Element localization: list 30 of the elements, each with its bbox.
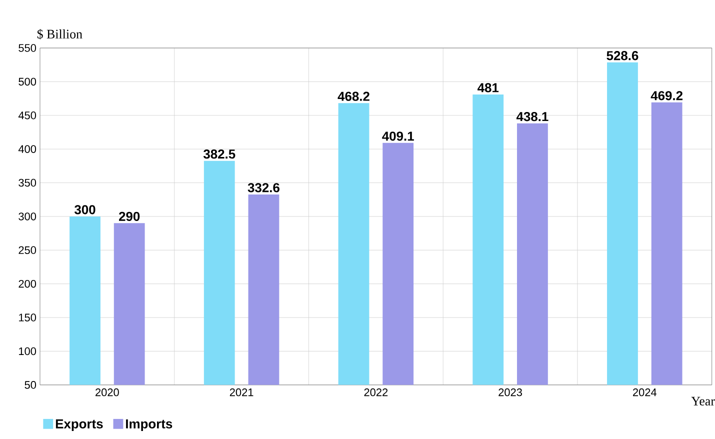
y-tick-label: 200 xyxy=(18,280,36,288)
data-label: 469.2 xyxy=(650,91,683,100)
x-tick-label: 2023 xyxy=(498,388,522,396)
data-label: 528.6 xyxy=(606,51,638,60)
y-tick-label: 150 xyxy=(19,314,36,322)
data-label: 382.5 xyxy=(203,150,236,159)
x-tick-label: 2022 xyxy=(364,388,388,396)
x-tick-label: 2020 xyxy=(96,388,119,396)
y-tick-label: 400 xyxy=(18,145,36,153)
data-label: 332.6 xyxy=(248,183,280,192)
data-label: 290 xyxy=(119,212,140,222)
y-tick-label: 50 xyxy=(24,381,36,389)
x-tick-label: 2024 xyxy=(633,388,657,396)
x-tick-label: 2021 xyxy=(230,388,254,396)
data-label: 409.1 xyxy=(382,132,414,141)
y-tick-label: 250 xyxy=(18,246,36,254)
data-label: 300 xyxy=(74,205,96,214)
y-tick-label: 350 xyxy=(18,178,36,187)
y-tick-label: 300 xyxy=(18,212,36,220)
data-label: 438.1 xyxy=(516,112,548,122)
legend-label: Imports xyxy=(126,419,172,432)
y-tick-label: 100 xyxy=(19,347,36,356)
legend-label: Exports xyxy=(56,419,103,432)
data-label: 468.2 xyxy=(338,92,370,101)
data-label: 481 xyxy=(478,83,499,92)
y-tick-label: 450 xyxy=(18,112,36,120)
y-axis-title: $ Billion xyxy=(37,29,82,40)
x-axis-title: Year xyxy=(691,396,715,406)
y-tick-label: 500 xyxy=(18,78,36,86)
y-tick-label: 550 xyxy=(18,44,36,52)
